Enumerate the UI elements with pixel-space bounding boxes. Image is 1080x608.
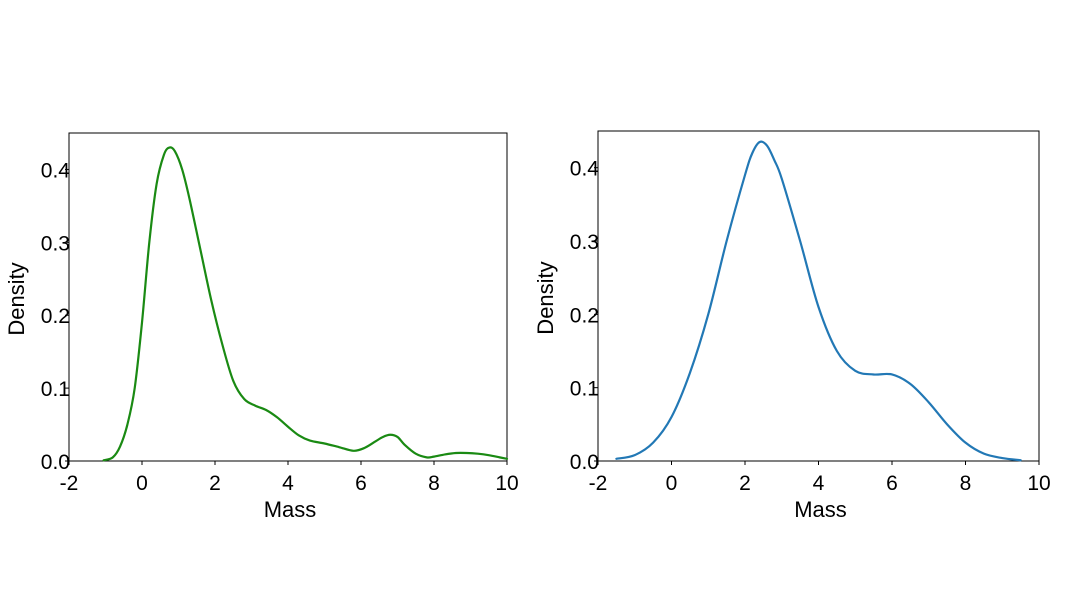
x-tick-label: 6 bbox=[886, 472, 898, 495]
y-tick-label: 0.3 bbox=[41, 232, 70, 255]
x-tick-label: 0 bbox=[666, 472, 678, 495]
x-tick-label: 4 bbox=[813, 472, 825, 495]
y-tick-label: 0.0 bbox=[570, 451, 599, 474]
x-tick-label: 10 bbox=[1027, 472, 1050, 495]
y-tick-label: 0.4 bbox=[41, 159, 71, 182]
x-tick-label: 2 bbox=[739, 472, 751, 495]
y-tick-label: 0.0 bbox=[41, 451, 70, 474]
x-tick-label: 8 bbox=[960, 472, 972, 495]
y-axis-label: Density bbox=[533, 261, 558, 334]
density-curve bbox=[102, 146, 509, 462]
x-tick-label: 4 bbox=[282, 472, 294, 495]
x-axis-label: Mass bbox=[264, 497, 317, 522]
y-tick-label: 0.1 bbox=[41, 378, 70, 401]
y-tick-label: 0.2 bbox=[41, 305, 70, 328]
y-tick-label: 0.4 bbox=[570, 158, 600, 181]
x-axis-label: Mass bbox=[794, 497, 847, 522]
chart-panel-right: -2 0 2 4 6 8 10 0.0 0.1 0.2 0.3 0.4 Mass Density bbox=[533, 130, 1051, 522]
y-tick-label: 0.3 bbox=[570, 231, 599, 254]
density-curve bbox=[615, 140, 1022, 462]
y-axis-label: Density bbox=[4, 262, 29, 335]
x-tick-label: -2 bbox=[589, 472, 608, 495]
chart-panel-left: -2 0 2 4 6 8 10 0.0 0.1 0.2 0.3 0.4 Mass Density bbox=[4, 132, 519, 522]
plot-area-frame bbox=[597, 130, 1040, 462]
x-tick-label: 10 bbox=[495, 472, 518, 495]
plot-area-frame bbox=[68, 132, 508, 462]
x-tick-label: 0 bbox=[136, 472, 148, 495]
x-tick-label: -2 bbox=[60, 472, 79, 495]
x-tick-label: 6 bbox=[355, 472, 367, 495]
y-tick-label: 0.1 bbox=[570, 378, 599, 401]
x-tick-label: 2 bbox=[209, 472, 221, 495]
x-tick-label: 8 bbox=[428, 472, 440, 495]
y-tick-label: 0.2 bbox=[570, 304, 599, 327]
